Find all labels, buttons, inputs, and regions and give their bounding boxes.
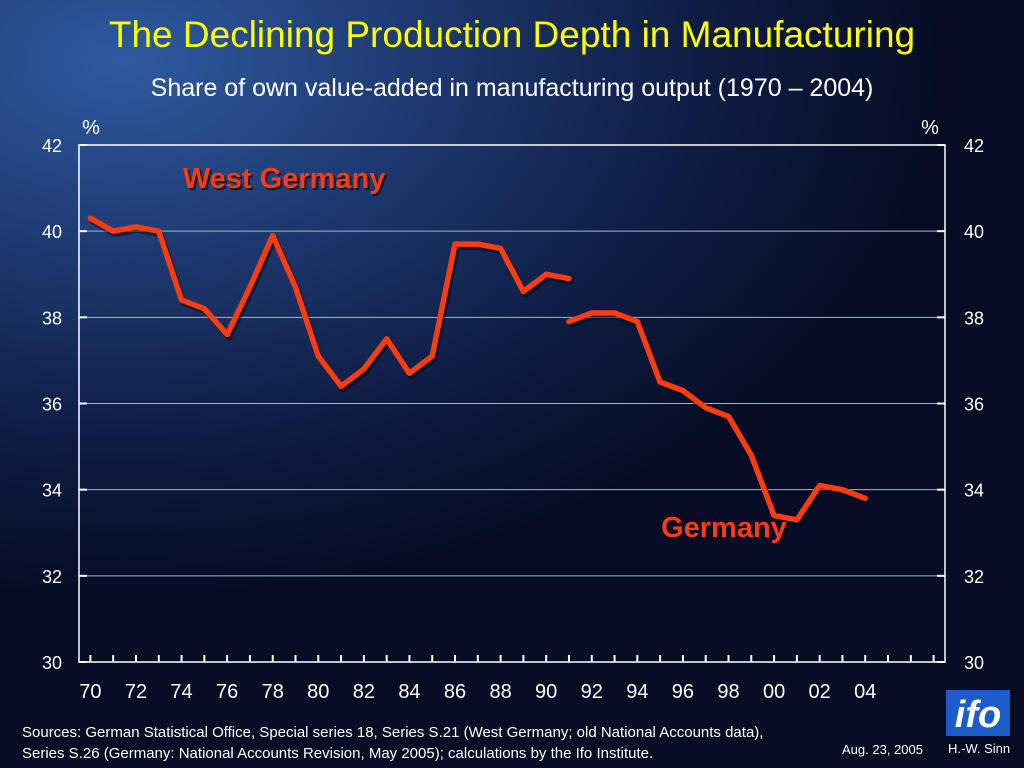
y-tick-label-right: 36 [964,395,984,415]
y-tick-label-left: 34 [42,481,62,501]
y-tick-label-left: 32 [42,567,62,587]
x-tick-label: 84 [398,681,420,703]
sources-note: Sources: German Statistical Office, Spec… [22,722,763,764]
x-tick-label: 90 [535,681,557,703]
series-label-2: Germany [661,512,787,544]
x-tick-label: 72 [125,681,147,703]
x-tick-label: 94 [626,681,648,703]
x-tick-label: 78 [262,681,284,703]
x-tick-label: 98 [717,681,739,703]
x-tick-label: 92 [581,681,603,703]
x-tick-label: 76 [216,681,238,703]
series-line-1 [87,215,572,390]
x-tick-label: 74 [170,681,192,703]
series-line-2 [566,310,868,523]
x-tick-label: 96 [672,681,694,703]
x-tick-label: 86 [444,681,466,703]
y-tick-label-right: 32 [964,567,984,587]
series-label-shadow: Germany [663,514,789,546]
y-tick-label-right: 38 [964,308,984,328]
x-tick-label: 88 [489,681,511,703]
author-label: H.-W. Sinn [948,741,1011,756]
y-tick-label-left: 40 [42,222,62,242]
x-tick-label: 80 [307,681,329,703]
y-tick-label-right: 34 [964,481,984,501]
x-tick-label: 70 [79,681,101,703]
ifo-logo: ifo [946,690,1010,736]
sources-line-1: Sources: German Statistical Office, Spec… [22,724,764,741]
sources-line-2: Series S.26 (Germany: National Accounts … [22,745,654,762]
date-label: Aug. 23, 2005 [842,742,923,757]
y-tick-label-right: 42 [964,136,984,156]
series-label-1: West Germany [183,163,386,195]
slide-title: The Declining Production Depth in Manufa… [108,14,916,55]
y-unit-left: % [82,117,100,139]
x-tick-label: 04 [854,681,876,703]
series-shadow [568,313,871,526]
slide-subtitle: Share of own value-added in manufacturin… [150,74,874,102]
y-tick-label-left: 36 [42,395,62,415]
y-tick-label-right: 40 [964,222,984,242]
series-label-shadow: West Germany [185,165,388,197]
x-tick-label: 82 [353,681,375,703]
y-tick-label-right: 30 [964,653,984,673]
ifo-logo-text: ifo [955,694,1001,736]
x-tick-label: 02 [809,681,831,703]
y-tick-label-left: 42 [42,136,62,156]
y-tick-label-left: 30 [42,653,62,673]
x-tick-label: 00 [763,681,785,703]
y-tick-label-left: 38 [42,308,62,328]
y-unit-right: % [921,117,939,139]
